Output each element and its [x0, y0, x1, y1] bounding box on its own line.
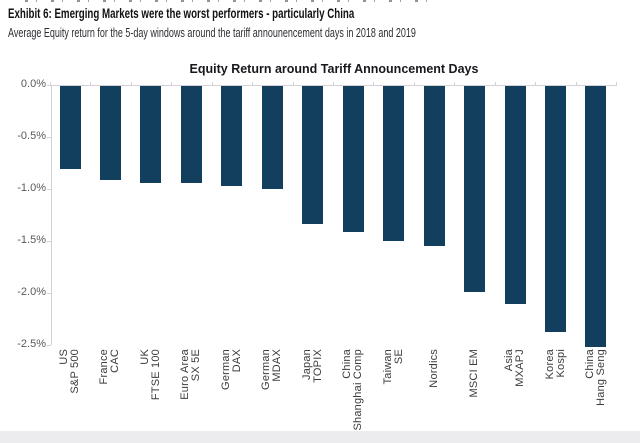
category-tick	[252, 82, 253, 85]
bar-taiwan-se	[383, 86, 404, 241]
exhibit-title-text: Exhibit 6: Emerging Markets were the wor…	[8, 6, 355, 21]
y-axis-tick	[47, 85, 51, 86]
category-tick	[131, 82, 132, 85]
bottom-strip	[0, 431, 640, 443]
zero-line	[51, 85, 617, 86]
clipped-text-artifact	[25, 0, 435, 2]
y-axis-label: -0.5%	[17, 130, 46, 142]
y-axis-label: -1.0%	[17, 182, 46, 194]
x-axis-label-text: Japan TOPIX	[300, 349, 324, 383]
bar-china-shanghai-comp	[343, 86, 364, 232]
chart-title: Equity Return around Tariff Announcement…	[189, 62, 479, 76]
x-axis-label: German MDAX	[260, 349, 284, 437]
x-axis-label-text: Taiwan SE	[381, 349, 405, 385]
x-axis-label-text: Euro Area SX 5E	[179, 349, 203, 400]
y-axis-tick	[47, 137, 51, 138]
x-axis-label: Korea Kospi	[543, 349, 567, 437]
category-tick	[333, 82, 334, 85]
x-axis-label: US S&P 500	[58, 349, 81, 437]
y-axis-tick	[47, 345, 51, 346]
exhibit-subtitle-text: Average Equity return for the 5-day wind…	[8, 26, 416, 40]
bar-msci-em	[464, 86, 485, 292]
y-axis-label: -1.5%	[17, 234, 46, 246]
x-axis-label-text: Asia MXAPJ	[503, 349, 527, 387]
bar-uk-ftse-100	[140, 86, 161, 183]
y-axis-label: -2.5%	[17, 338, 46, 350]
x-axis-label-text: UK FTSE 100	[138, 349, 162, 401]
bar-euro-area-sx-5e	[181, 86, 202, 183]
x-axis-label-text: Nordics	[427, 349, 440, 388]
x-axis-label-text: German MDAX	[260, 349, 284, 390]
x-axis-label-text: China Hang Seng	[583, 349, 607, 406]
x-axis-label: China Hang Seng	[583, 349, 607, 437]
y-axis-label: -2.0%	[17, 286, 46, 298]
x-axis-label-text: China Shanghai Comp	[341, 349, 365, 431]
x-axis-label: Taiwan SE	[381, 349, 405, 437]
x-axis-label: France CAC	[98, 349, 122, 437]
category-tick	[535, 82, 536, 85]
y-axis-line	[51, 85, 52, 345]
category-tick	[293, 82, 294, 85]
category-tick	[90, 82, 91, 85]
category-tick	[414, 82, 415, 85]
bar-german-mdax	[262, 86, 283, 189]
exhibit-title: Exhibit 6: Emerging Markets were the wor…	[8, 6, 489, 21]
category-tick	[373, 82, 374, 85]
x-axis-label: German DAX	[219, 349, 243, 437]
bar-japan-topix	[302, 86, 323, 224]
category-tick	[212, 82, 213, 85]
y-axis-tick	[47, 241, 51, 242]
x-axis-label: MSCI EM	[468, 349, 481, 437]
x-axis-label-text: Korea Kospi	[543, 349, 567, 380]
category-tick	[454, 82, 455, 85]
bar-france-cac	[100, 86, 121, 180]
bar-china-hang-seng	[585, 86, 606, 347]
y-axis-tick	[47, 189, 51, 190]
x-axis-label: China Shanghai Comp	[341, 349, 365, 437]
x-axis-label-text: German DAX	[219, 349, 243, 390]
y-axis-label: 0.0%	[20, 78, 46, 90]
exhibit-subtitle: Average Equity return for the 5-day wind…	[8, 26, 575, 40]
bar-nordics	[424, 86, 445, 246]
x-axis-label-text: US S&P 500	[58, 349, 81, 394]
plot-area: 0.0% -0.5% -1.0% -1.5% -2.0% -2.5% US S&P 500 F…	[17, 78, 617, 431]
bar-asia-mxapj	[505, 86, 526, 304]
x-axis-label-text: France CAC	[98, 349, 122, 385]
category-tick	[495, 82, 496, 85]
x-axis-label: Nordics	[427, 349, 440, 437]
x-axis-label-text: MSCI EM	[468, 349, 481, 398]
x-axis-label: Japan TOPIX	[300, 349, 324, 437]
bar-korea-kospi	[545, 86, 566, 332]
category-tick	[171, 82, 172, 85]
category-tick	[576, 82, 577, 85]
x-axis-label: Euro Area SX 5E	[179, 349, 203, 437]
y-axis-tick	[47, 293, 51, 294]
category-tick	[616, 82, 617, 85]
x-axis-label: Asia MXAPJ	[503, 349, 527, 437]
x-axis-label: UK FTSE 100	[138, 349, 162, 437]
category-tick	[50, 82, 51, 85]
bar-german-dax	[221, 86, 242, 186]
bar-us-s-p-500	[60, 86, 81, 169]
